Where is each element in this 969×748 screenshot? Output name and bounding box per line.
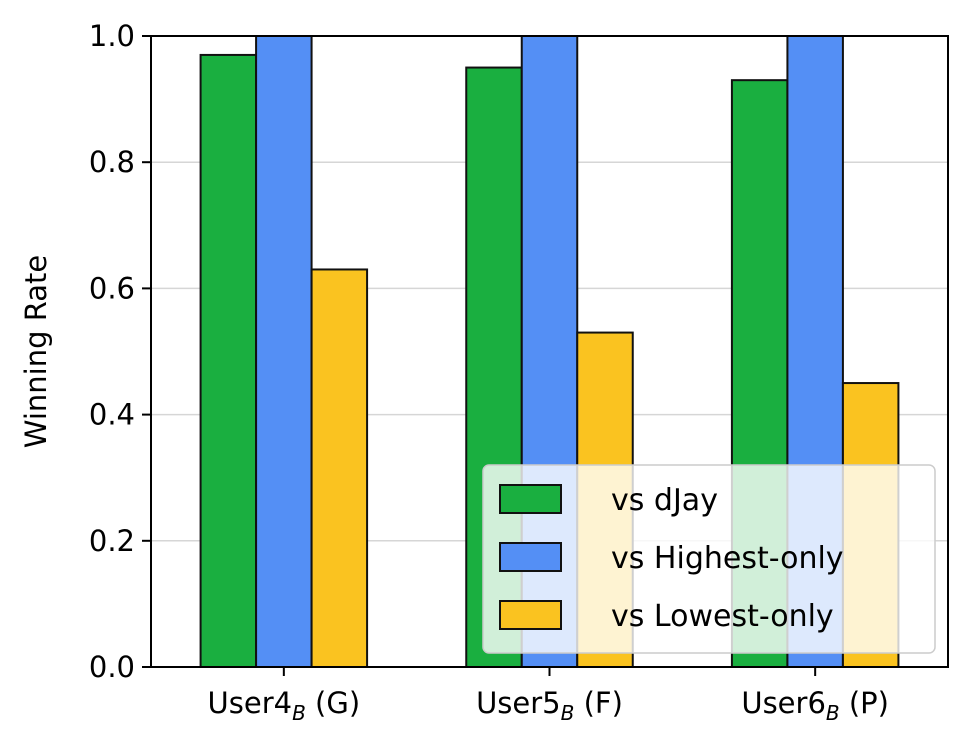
bar-0-2 (310, 268, 369, 668)
y-axis-label: Winning Rate (19, 255, 53, 448)
y-axis-ticks: 0.0 0.2 0.4 0.6 0.8 1.0 (89, 19, 151, 684)
y-tick-label: 0.0 (89, 650, 135, 684)
bar-0-1 (255, 35, 313, 668)
x-tick-label: User6B (P) (741, 686, 889, 725)
legend-label-0: vs dJay (611, 483, 718, 518)
legend-swatch-0 (499, 484, 562, 514)
legend: vs dJay vs Highest-only vs Lowest-only (482, 464, 936, 654)
y-tick-label: 0.2 (89, 524, 135, 558)
x-tick-label: User5B (F) (476, 686, 623, 725)
x-tick-label: User4B (G) (208, 686, 361, 725)
x-axis-ticks: User4B (G) User5B (F) User6B (P) (208, 667, 889, 725)
y-tick-label: 0.6 (89, 271, 135, 305)
y-tick-label: 1.0 (89, 19, 135, 53)
y-tick-label: 0.8 (89, 145, 135, 179)
legend-label-2: vs Lowest-only (611, 599, 834, 634)
bar-0-0 (199, 53, 258, 669)
legend-box (482, 464, 936, 654)
y-tick-label: 0.4 (89, 398, 135, 432)
legend-swatch-2 (499, 600, 562, 630)
legend-swatch-1 (499, 542, 562, 572)
legend-label-1: vs Highest-only (611, 541, 844, 576)
